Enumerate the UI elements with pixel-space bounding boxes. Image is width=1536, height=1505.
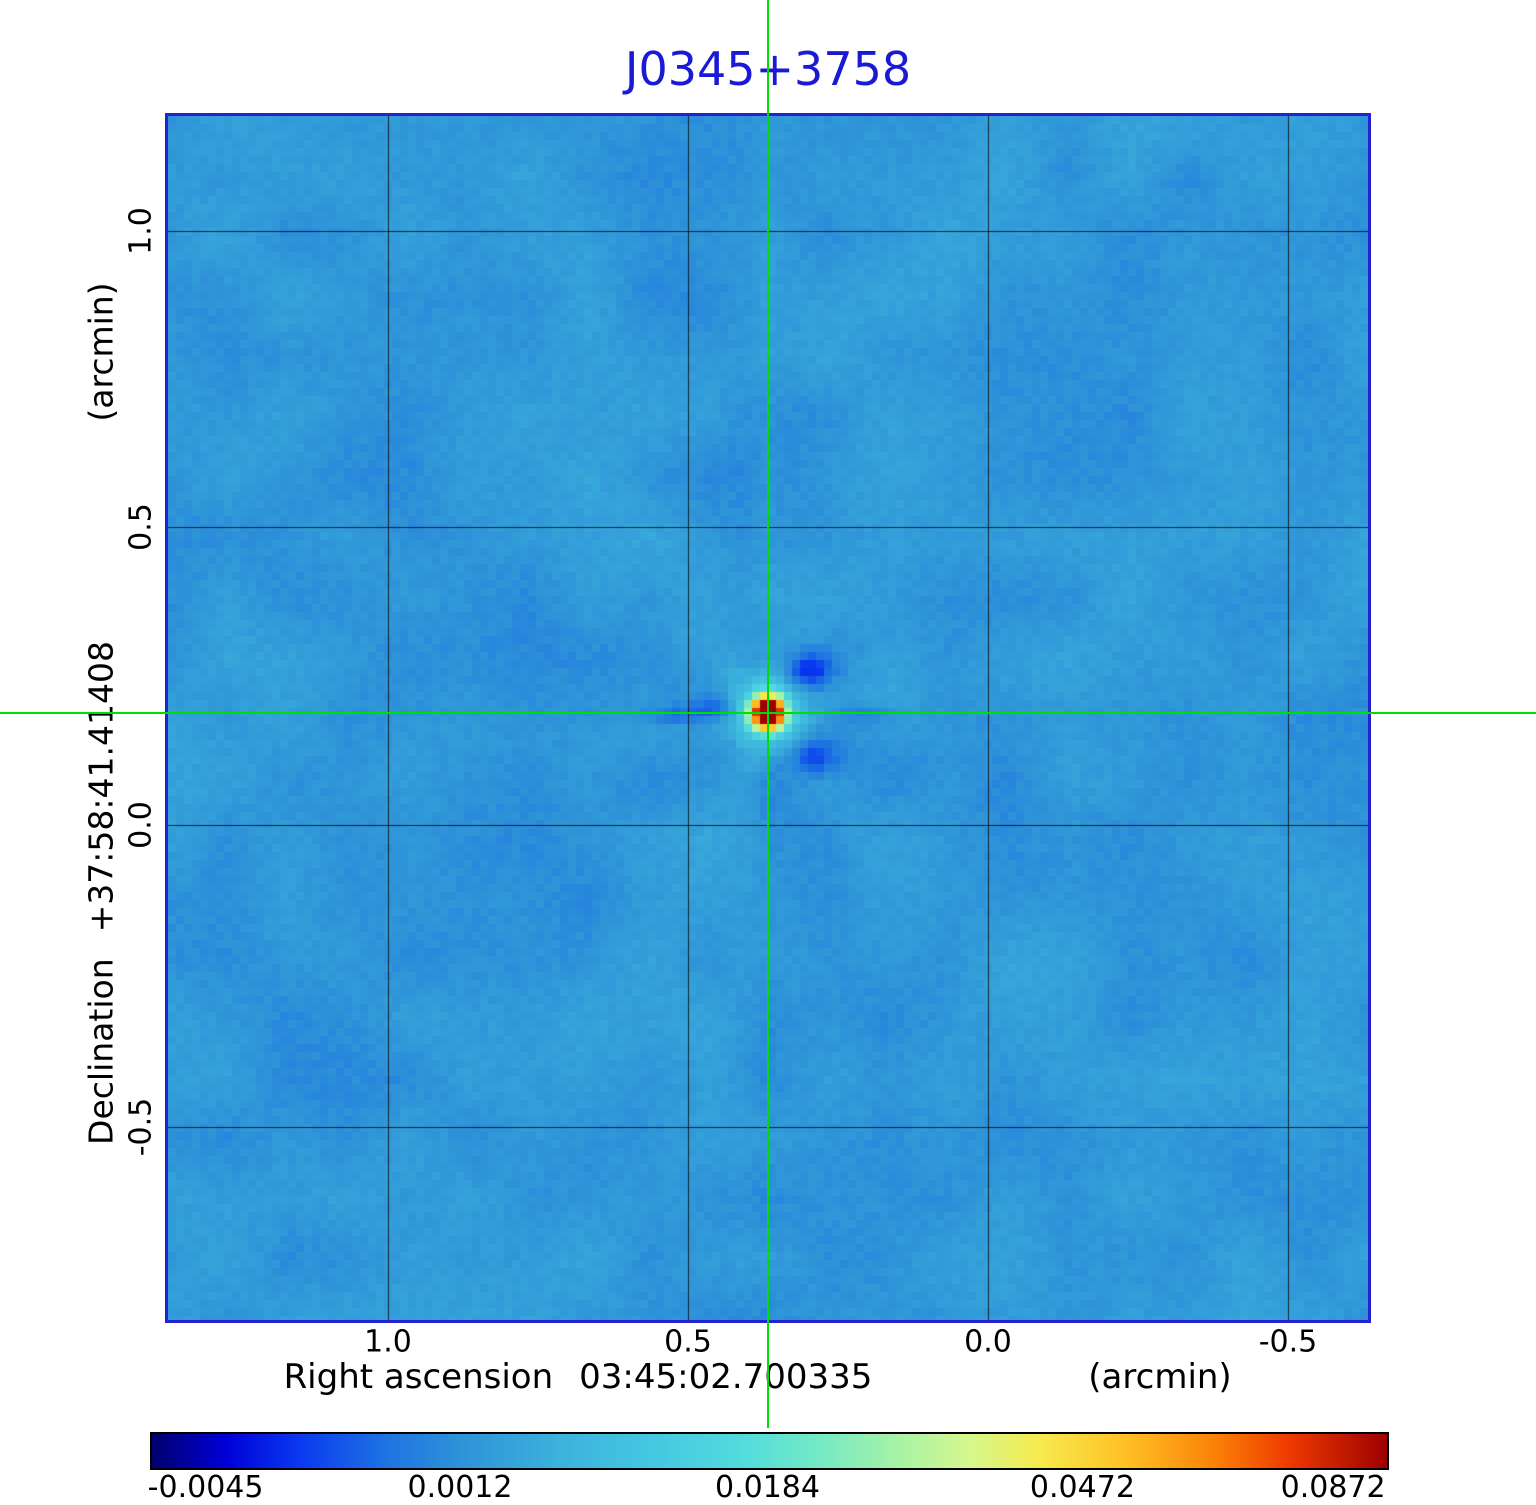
crosshair-horizontal-line [0,712,1536,714]
declination-label: Declination [81,958,121,1145]
x-axis-label: Right ascension 03:45:02.700335 [284,1357,873,1397]
colorbar-tick-label: -0.0045 [147,1470,264,1505]
colorbar-tick-labels: -0.0045 0.0012 0.0184 0.0472 0.0872 [148,1470,1386,1505]
x-tick-label: 0.5 [664,1324,712,1360]
colorbar-gradient [150,1432,1389,1470]
colorbar-tick-label: 0.0472 [1029,1470,1135,1505]
y-tick-label: -0.5 [123,1097,159,1157]
y-axis-label: Declination +37:58:41.41408 [82,641,121,1145]
y-tick-label: 0.0 [123,801,159,849]
right-ascension-value: 03:45:02.700335 [579,1357,873,1397]
x-tick-label: -0.5 [1258,1324,1318,1360]
x-tick-label: 0.0 [964,1324,1012,1360]
y-axis-unit-label: (arcmin) [81,282,121,422]
colorbar-tick-label: 0.0872 [1280,1470,1386,1505]
y-tick-label: 0.5 [123,503,159,551]
colorbar-tick-label: 0.0012 [407,1470,513,1505]
x-axis-unit-label: (arcmin) [1088,1357,1232,1397]
declination-value: +37:58:41.41408 [81,641,121,933]
right-ascension-label: Right ascension [283,1357,554,1397]
crosshair-vertical-line [767,0,769,1428]
colorbar-tick-label: 0.0184 [715,1470,820,1505]
x-tick-label: 1.0 [364,1324,412,1360]
y-tick-label: 1.0 [123,207,159,255]
